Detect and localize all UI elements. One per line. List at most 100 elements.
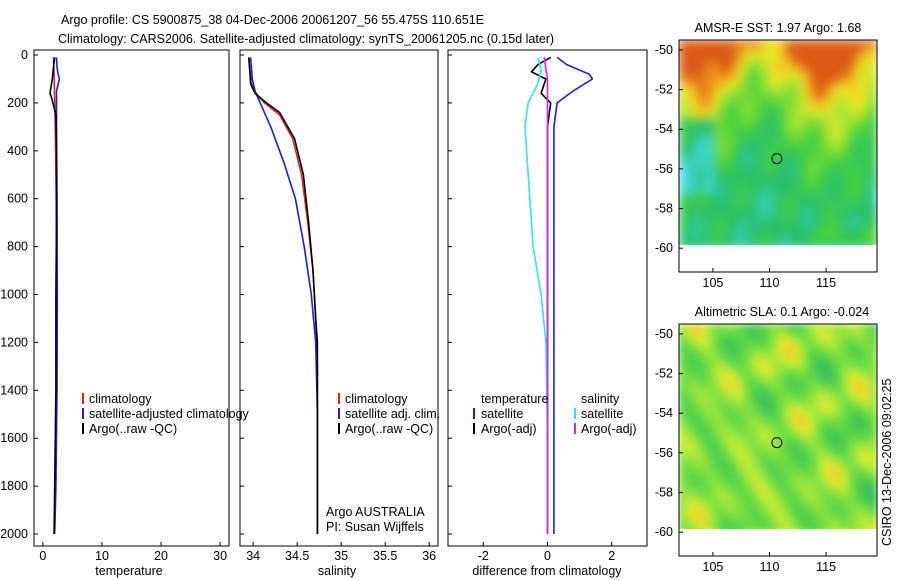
heatmap-cell — [785, 476, 793, 485]
heatmap-cell — [778, 144, 786, 152]
heatmap-cell — [862, 220, 871, 229]
heatmap-cell — [679, 462, 687, 471]
heatmap-cell — [763, 213, 772, 222]
heatmap-cell — [785, 435, 793, 443]
heatmap-cell — [806, 88, 815, 97]
heatmap-cell — [707, 483, 716, 492]
heatmap-cell — [707, 171, 716, 180]
heatmap-cell — [799, 157, 808, 166]
heatmap-cell — [834, 372, 843, 381]
heatmap-cell — [756, 53, 765, 62]
heatmap-cell — [820, 455, 829, 464]
heatmap-cell — [728, 428, 737, 436]
heatmap-cell — [869, 164, 877, 173]
heatmap-cell — [714, 67, 723, 76]
heatmap-cell — [785, 123, 793, 132]
heatmap-cell — [792, 525, 801, 529]
heatmap-cell — [799, 337, 808, 346]
heatmap-cell — [686, 324, 694, 332]
heatmap-cell — [686, 330, 694, 339]
legend-climatology: climatology — [89, 392, 152, 406]
heatmap-cell — [686, 428, 694, 436]
heatmap-cell — [855, 462, 864, 471]
heatmap-cell — [735, 123, 744, 132]
heatmap-cell — [700, 109, 709, 118]
heatmap-cell — [785, 462, 793, 471]
heatmap-cell — [679, 46, 687, 55]
heatmap-cell — [862, 455, 871, 464]
heatmap-cell — [756, 206, 765, 215]
heatmap-cell — [770, 144, 779, 152]
heatmap-cell — [778, 116, 786, 125]
heatmap-cell — [820, 365, 829, 374]
heatmap-cell — [813, 220, 822, 229]
heatmap-cell — [728, 330, 737, 339]
heatmap-cell — [799, 448, 808, 457]
heatmap-cell — [728, 102, 737, 111]
heatmap-cell — [778, 164, 786, 173]
heatmap-cell — [827, 414, 836, 422]
heatmap-cell — [686, 337, 694, 346]
heatmap-cell — [785, 234, 793, 243]
heatmap-cell — [869, 511, 877, 520]
heatmap-cell — [686, 483, 694, 492]
heatmap-cell — [848, 344, 857, 353]
heatmap-cell — [792, 74, 801, 83]
heatmap-cell — [820, 414, 829, 422]
heatmap-cell — [728, 351, 737, 360]
heatmap-cell — [686, 393, 694, 402]
heatmap-cell — [763, 171, 772, 180]
heatmap-cell — [763, 511, 772, 520]
heatmap-cell — [679, 40, 687, 48]
heatmap-cell — [714, 102, 723, 111]
heatmap-cell — [714, 469, 723, 478]
heatmap-cell — [834, 400, 843, 409]
heatmap-cell — [749, 185, 758, 194]
heatmap-cell — [841, 330, 850, 339]
heatmap-cell — [693, 421, 702, 429]
heatmap-cell — [785, 358, 793, 367]
heatmap-cell — [686, 525, 694, 529]
heatmap-cell — [855, 344, 864, 353]
heatmap-cell — [679, 151, 687, 159]
heatmap-cell — [707, 81, 716, 90]
heatmap-cell — [841, 81, 850, 90]
heatmap-cell — [820, 448, 829, 457]
heatmap-cell — [763, 178, 772, 187]
heatmap-cell — [693, 102, 702, 111]
heatmap-cell — [686, 185, 694, 194]
heatmap-cell — [714, 504, 723, 513]
heatmap-cell — [792, 88, 801, 97]
heatmap-cell — [707, 324, 716, 332]
heatmap-cell — [679, 337, 687, 346]
heatmap-cell — [679, 137, 687, 145]
heatmap-cell — [749, 511, 758, 520]
heatmap-cell — [728, 421, 737, 429]
heatmap-cell — [679, 511, 687, 520]
heatmap-cell — [778, 46, 786, 55]
heatmap-cell — [799, 455, 808, 464]
heatmap-cell — [735, 137, 744, 145]
heatmap-cell — [714, 199, 723, 208]
heatmap-cell — [700, 40, 709, 48]
heatmap-cell — [707, 130, 716, 138]
heatmap-cell — [827, 171, 836, 180]
heatmap-cell — [799, 386, 808, 395]
longitude-tick-label: 105 — [703, 560, 724, 574]
heatmap-cell — [848, 365, 857, 374]
heatmap-cell — [728, 511, 737, 520]
heatmap-cell — [721, 206, 730, 215]
heatmap-cell — [778, 428, 786, 436]
heatmap-cell — [735, 448, 744, 457]
heatmap-cell — [806, 192, 815, 201]
heatmap-cell — [742, 185, 751, 194]
heatmap-cell — [686, 386, 694, 395]
heatmap-cell — [742, 351, 751, 360]
heatmap-cell — [855, 365, 864, 374]
heatmap-cell — [700, 497, 709, 506]
difference-series — [524, 56, 594, 534]
heatmap-cell — [799, 483, 808, 492]
heatmap-cell — [827, 199, 836, 208]
heatmap-cell — [742, 88, 751, 97]
